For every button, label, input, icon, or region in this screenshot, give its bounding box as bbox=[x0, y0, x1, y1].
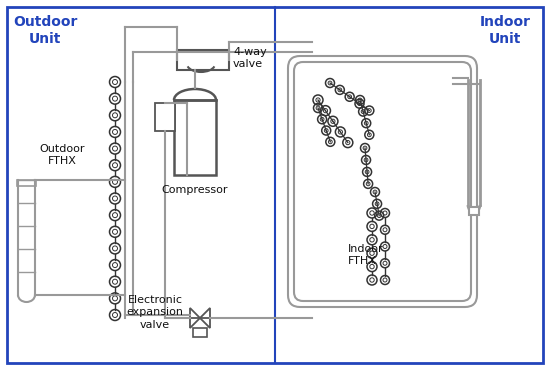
Bar bbox=[17, 180, 36, 186]
Bar bbox=[469, 207, 479, 215]
Text: Compressor: Compressor bbox=[162, 185, 228, 195]
Bar bbox=[174, 100, 216, 175]
Text: Indoor
Unit: Indoor Unit bbox=[480, 15, 531, 46]
Text: Indoor
FTHX: Indoor FTHX bbox=[348, 244, 384, 266]
Bar bbox=[177, 50, 229, 70]
Bar bbox=[155, 103, 175, 131]
Text: 4-way
valve: 4-way valve bbox=[233, 47, 267, 69]
Text: Outdoor
FTHX: Outdoor FTHX bbox=[39, 144, 85, 166]
Bar bbox=[193, 328, 207, 337]
Polygon shape bbox=[190, 308, 200, 328]
Text: Outdoor
Unit: Outdoor Unit bbox=[13, 15, 77, 46]
Text: Electronic
expansion
valve: Electronic expansion valve bbox=[126, 295, 184, 330]
Polygon shape bbox=[200, 308, 210, 328]
